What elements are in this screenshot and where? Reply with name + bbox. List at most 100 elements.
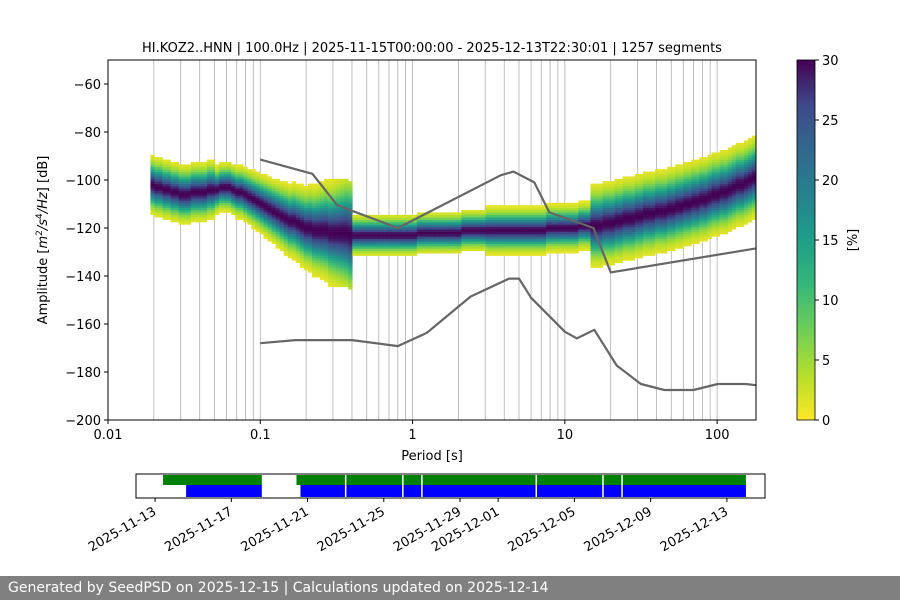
heat-cell bbox=[578, 238, 583, 242]
heat-cell bbox=[267, 202, 272, 206]
heat-cell bbox=[324, 219, 329, 223]
heat-cell bbox=[344, 270, 349, 273]
heat-cell bbox=[655, 198, 660, 201]
heat-cell bbox=[687, 162, 692, 165]
heat-cell bbox=[731, 174, 737, 177]
heat-cell bbox=[283, 217, 289, 220]
heat-cell bbox=[206, 212, 212, 216]
heat-cell bbox=[332, 258, 337, 261]
heat-cell bbox=[695, 217, 700, 220]
heat-cell bbox=[493, 231, 498, 235]
heat-cell bbox=[743, 207, 749, 211]
heat-cell bbox=[719, 186, 725, 189]
heat-cell bbox=[538, 246, 543, 249]
heat-cell bbox=[659, 217, 664, 220]
heat-cell bbox=[307, 198, 313, 201]
heat-cell bbox=[562, 226, 567, 230]
heat-cell bbox=[332, 282, 337, 285]
heat-cell bbox=[320, 188, 325, 192]
heat-cell bbox=[453, 246, 458, 249]
data-segment bbox=[296, 475, 746, 485]
heat-cell bbox=[501, 246, 507, 249]
heat-cell bbox=[570, 246, 575, 249]
heat-cell bbox=[493, 212, 498, 216]
heat-cell bbox=[340, 190, 345, 194]
heat-cell bbox=[590, 265, 595, 268]
heat-cell bbox=[667, 178, 672, 182]
chart-title: HI.KOZ2..HNN | 100.0Hz | 2025-11-15T00:0… bbox=[142, 41, 722, 56]
heat-cell bbox=[707, 219, 712, 223]
heat-cell bbox=[445, 212, 450, 216]
heat-cell bbox=[578, 205, 583, 208]
heat-cell bbox=[679, 169, 684, 172]
heat-cell bbox=[574, 205, 579, 208]
heat-cell bbox=[735, 198, 741, 201]
heat-cell bbox=[206, 186, 212, 189]
heat-cell bbox=[219, 207, 224, 211]
heat-cell bbox=[731, 154, 737, 158]
heat-cell bbox=[251, 181, 256, 184]
heat-cell bbox=[731, 198, 737, 201]
heat-cell bbox=[719, 219, 725, 223]
heat-cell bbox=[194, 207, 200, 211]
heat-cell bbox=[295, 234, 301, 237]
heat-cell bbox=[574, 222, 579, 225]
heat-cell bbox=[291, 246, 297, 249]
heat-cell bbox=[291, 186, 297, 189]
heat-cell bbox=[574, 248, 579, 252]
heat-cell bbox=[311, 205, 317, 208]
heat-cell bbox=[328, 265, 333, 268]
heat-cell bbox=[311, 236, 317, 240]
heat-cell bbox=[348, 270, 353, 273]
heat-cell bbox=[562, 214, 567, 218]
heat-cell bbox=[751, 210, 756, 213]
heat-cell bbox=[223, 188, 228, 192]
y-label-part: m bbox=[36, 236, 51, 249]
heat-cell bbox=[614, 186, 620, 189]
heat-cell bbox=[263, 195, 268, 199]
heat-cell bbox=[356, 214, 361, 218]
heat-cell bbox=[606, 246, 611, 249]
heat-cell bbox=[699, 217, 704, 220]
heat-cell bbox=[687, 207, 692, 211]
heat-cell bbox=[336, 222, 341, 225]
heat-cell bbox=[659, 205, 664, 208]
heat-cell bbox=[158, 169, 163, 172]
heat-cell bbox=[291, 250, 297, 254]
heat-cell bbox=[525, 229, 531, 232]
heat-cell bbox=[328, 250, 333, 254]
heat-cell bbox=[223, 186, 228, 189]
heat-cell bbox=[699, 200, 704, 204]
heat-cell bbox=[303, 188, 309, 192]
heat-cell bbox=[162, 200, 167, 204]
heat-cell bbox=[158, 207, 163, 211]
heat-cell bbox=[667, 190, 672, 194]
heat-cell bbox=[178, 198, 184, 201]
heat-cell bbox=[186, 207, 192, 211]
heat-cell bbox=[376, 229, 381, 232]
heat-cell bbox=[336, 262, 341, 266]
heat-cell bbox=[206, 188, 212, 192]
heat-cell bbox=[408, 226, 414, 230]
heat-cell bbox=[594, 238, 599, 242]
heat-cell bbox=[642, 229, 648, 232]
heat-cell bbox=[642, 186, 648, 189]
heat-cell bbox=[376, 226, 381, 230]
heat-cell bbox=[416, 224, 422, 228]
heat-cell bbox=[691, 169, 696, 172]
heat-cell bbox=[683, 188, 688, 192]
heat-cell bbox=[162, 164, 167, 168]
heat-cell bbox=[675, 217, 680, 220]
heat-cell bbox=[707, 222, 712, 225]
heat-cell bbox=[388, 248, 393, 252]
heat-cell bbox=[303, 198, 309, 201]
heat-cell bbox=[558, 202, 563, 206]
heat-cell bbox=[190, 183, 196, 187]
heat-cell bbox=[659, 193, 664, 196]
heat-cell bbox=[671, 166, 676, 170]
heat-cell bbox=[469, 234, 474, 237]
heat-cell bbox=[340, 277, 345, 280]
heat-cell bbox=[154, 178, 159, 182]
heat-cell bbox=[489, 243, 494, 247]
heat-cell bbox=[711, 222, 716, 225]
